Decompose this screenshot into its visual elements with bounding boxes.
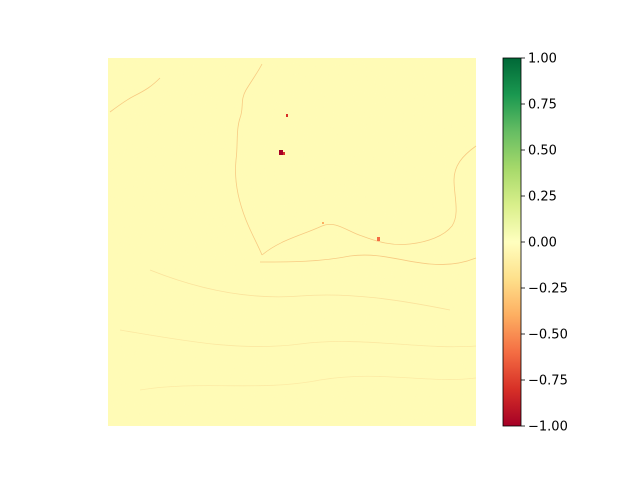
colorbar-tick-label: 0.00 xyxy=(528,236,557,251)
heatmap-hotspots xyxy=(279,114,380,241)
hotspot-small xyxy=(286,114,288,117)
colorbar-tick-label: 0.75 xyxy=(528,98,557,113)
colorbar-tick-label: −0.50 xyxy=(528,328,568,343)
feature-diagonal-2 xyxy=(119,329,477,348)
hotspot-dark-2 xyxy=(283,152,285,155)
heatmap xyxy=(108,58,477,426)
feature-river-west xyxy=(235,63,263,256)
feature-diagonal-1 xyxy=(149,269,451,311)
colorbar-tick-label: −1.00 xyxy=(528,420,568,435)
colorbar-tick-label: −0.75 xyxy=(528,374,568,389)
colorbar-tick-label: 1.00 xyxy=(528,52,557,67)
heatmap-texture xyxy=(108,58,476,426)
colorbar-fill xyxy=(503,58,521,426)
colorbar-tick-label: 0.25 xyxy=(528,190,557,205)
colorbar-ticks: 1.00 0.75 0.50 0.25 0.00 −0.25 −0.50 −0.75 −1.00 xyxy=(521,52,568,435)
feature-river-channel xyxy=(261,145,477,256)
colorbar-tick-label: −0.25 xyxy=(528,282,568,297)
feature-upper-left xyxy=(109,77,161,113)
feature-diagonal-3 xyxy=(139,375,477,391)
hotspot-orange xyxy=(377,237,380,241)
hotspot-orange-2 xyxy=(322,222,324,224)
feature-lower-trace xyxy=(259,254,477,265)
hotspot-dark xyxy=(279,150,283,155)
colorbar-tick-label: 0.50 xyxy=(528,144,557,159)
colorbar: 1.00 0.75 0.50 0.25 0.00 −0.25 −0.50 −0.75 −1.00 xyxy=(502,52,568,435)
heatmap-features xyxy=(109,63,477,391)
